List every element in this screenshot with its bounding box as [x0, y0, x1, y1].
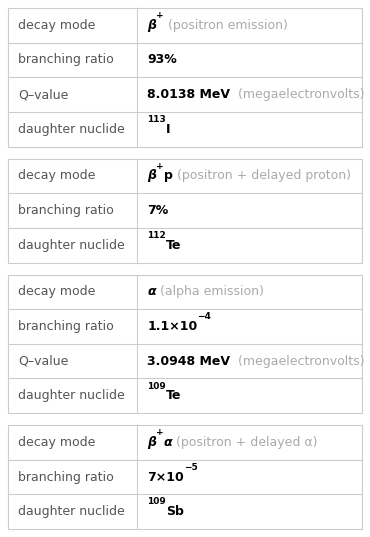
Text: +: +	[156, 428, 164, 437]
Text: 7×10: 7×10	[147, 470, 184, 483]
Text: (megaelectronvolts): (megaelectronvolts)	[230, 354, 365, 368]
Text: β: β	[147, 19, 156, 32]
Bar	[8, 425, 362, 529]
Text: branching ratio: branching ratio	[18, 470, 114, 483]
Text: decay mode: decay mode	[18, 436, 95, 449]
Text: Sb: Sb	[166, 505, 184, 518]
Text: branching ratio: branching ratio	[18, 54, 114, 67]
Text: −4: −4	[198, 312, 211, 321]
Text: daughter nuclide: daughter nuclide	[18, 505, 125, 518]
Text: daughter nuclide: daughter nuclide	[18, 238, 125, 252]
Text: β: β	[147, 436, 156, 449]
Text: decay mode: decay mode	[18, 19, 95, 32]
Text: (positron + delayed α): (positron + delayed α)	[172, 436, 318, 449]
Text: decay mode: decay mode	[18, 169, 95, 183]
Text: α: α	[147, 285, 156, 299]
Text: −5: −5	[184, 463, 198, 472]
Text: 113: 113	[147, 115, 166, 124]
Text: Q–value: Q–value	[18, 88, 68, 101]
Text: branching ratio: branching ratio	[18, 320, 114, 333]
Text: α: α	[164, 436, 172, 449]
Text: 109: 109	[147, 497, 166, 506]
Bar	[8, 158, 362, 263]
Text: β: β	[147, 169, 156, 183]
Text: 1.1×10: 1.1×10	[147, 320, 198, 333]
Text: branching ratio: branching ratio	[18, 204, 114, 217]
Text: +: +	[156, 11, 164, 20]
Text: daughter nuclide: daughter nuclide	[18, 123, 125, 136]
Text: 8.0138 MeV: 8.0138 MeV	[147, 88, 230, 101]
Text: (positron + delayed proton): (positron + delayed proton)	[173, 169, 351, 183]
Text: 7%: 7%	[147, 204, 168, 217]
Text: I: I	[166, 123, 171, 136]
Text: 3.0948 MeV: 3.0948 MeV	[147, 354, 230, 368]
Text: (megaelectronvolts): (megaelectronvolts)	[230, 88, 365, 101]
Text: 109: 109	[147, 382, 166, 390]
Text: Te: Te	[166, 238, 181, 252]
Text: 112: 112	[147, 231, 166, 240]
Text: p: p	[164, 169, 173, 183]
Bar	[8, 274, 362, 413]
Text: decay mode: decay mode	[18, 285, 95, 299]
Text: +: +	[156, 162, 164, 171]
Text: 93%: 93%	[147, 54, 177, 67]
Text: Te: Te	[166, 389, 181, 402]
Bar	[8, 8, 362, 147]
Text: (alpha emission): (alpha emission)	[156, 285, 264, 299]
Text: daughter nuclide: daughter nuclide	[18, 389, 125, 402]
Text: (positron emission): (positron emission)	[164, 19, 288, 32]
Text: Q–value: Q–value	[18, 354, 68, 368]
